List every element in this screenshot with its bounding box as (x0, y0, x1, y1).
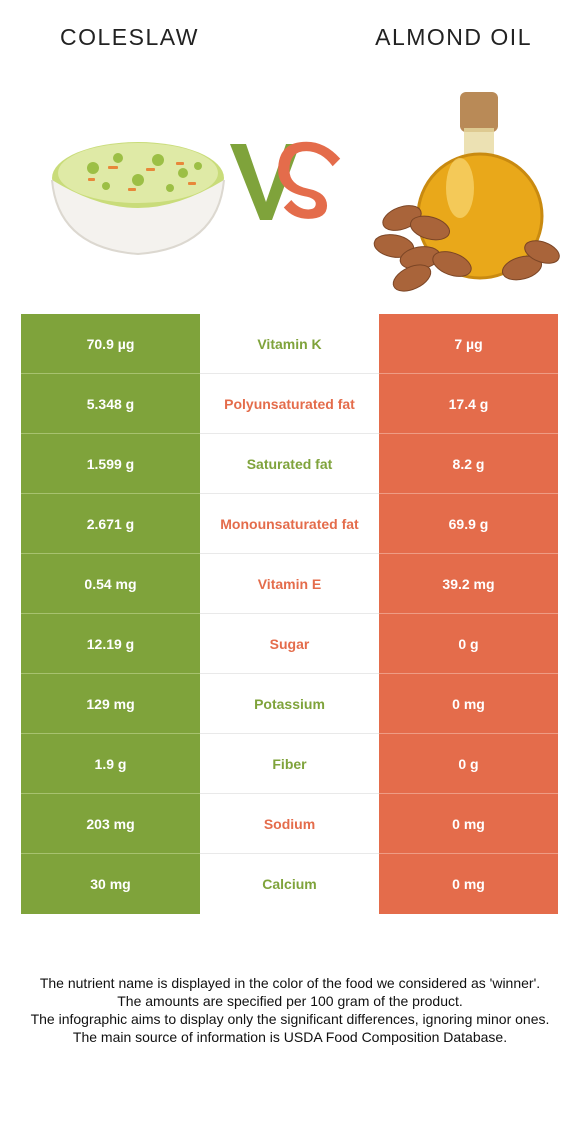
coleslaw-bowl-image (51, 142, 225, 256)
table-row: 2.671 g Monounsaturated fat 69.9 g (21, 494, 558, 554)
left-value: 203 mg (21, 794, 200, 854)
table-row: 203 mg Sodium 0 mg (21, 794, 558, 854)
right-value: 69.9 g (379, 494, 558, 554)
table-row: 5.348 g Polyunsaturated fat 17.4 g (21, 374, 558, 434)
left-value: 1.9 g (21, 734, 200, 794)
nutrient-name: Potassium (200, 674, 379, 734)
right-value: 8.2 g (379, 434, 558, 494)
almond-oil-bottle-image (373, 92, 560, 292)
table-row: 12.19 g Sugar 0 g (21, 614, 558, 674)
right-value: 0 g (379, 734, 558, 794)
nutrient-name: Calcium (200, 854, 379, 914)
nutrient-name: Vitamin K (200, 314, 379, 374)
table-row: 1.9 g Fiber 0 g (21, 734, 558, 794)
table-row: 30 mg Calcium 0 mg (21, 854, 558, 914)
left-food-title: COLESLAW (60, 24, 199, 50)
footer-notes: The nutrient name is displayed in the co… (18, 974, 562, 1046)
right-value: 7 µg (379, 314, 558, 374)
table-row: 129 mg Potassium 0 mg (21, 674, 558, 734)
left-value: 1.599 g (21, 434, 200, 494)
left-value: 70.9 µg (21, 314, 200, 374)
table-row: 1.599 g Saturated fat 8.2 g (21, 434, 558, 494)
nutrient-name: Vitamin E (200, 554, 379, 614)
right-value: 0 mg (379, 674, 558, 734)
left-value: 5.348 g (21, 374, 200, 434)
left-value: 12.19 g (21, 614, 200, 674)
table-row: 0.54 mg Vitamin E 39.2 mg (21, 554, 558, 614)
right-value: 39.2 mg (379, 554, 558, 614)
nutrient-name: Sugar (200, 614, 379, 674)
footer-note-1: The nutrient name is displayed in the co… (39, 975, 541, 991)
vs-logo (230, 141, 341, 220)
left-value: 129 mg (21, 674, 200, 734)
footer-note-3: The infographic aims to display only the… (30, 1011, 550, 1027)
nutrient-name: Fiber (200, 734, 379, 794)
right-value: 0 mg (379, 854, 558, 914)
footer-note-4: The main source of information is USDA F… (72, 1029, 508, 1045)
right-value: 0 mg (379, 794, 558, 854)
left-value: 30 mg (21, 854, 200, 914)
right-food-title: ALMOND OIL (375, 24, 532, 50)
left-value: 2.671 g (21, 494, 200, 554)
nutrient-name: Monounsaturated fat (200, 494, 379, 554)
right-value: 17.4 g (379, 374, 558, 434)
left-value: 0.54 mg (21, 554, 200, 614)
nutrient-name: Sodium (200, 794, 379, 854)
right-value: 0 g (379, 614, 558, 674)
nutrient-name: Polyunsaturated fat (200, 374, 379, 434)
footer-note-2: The amounts are specified per 100 gram o… (117, 993, 463, 1009)
nutrient-name: Saturated fat (200, 434, 379, 494)
